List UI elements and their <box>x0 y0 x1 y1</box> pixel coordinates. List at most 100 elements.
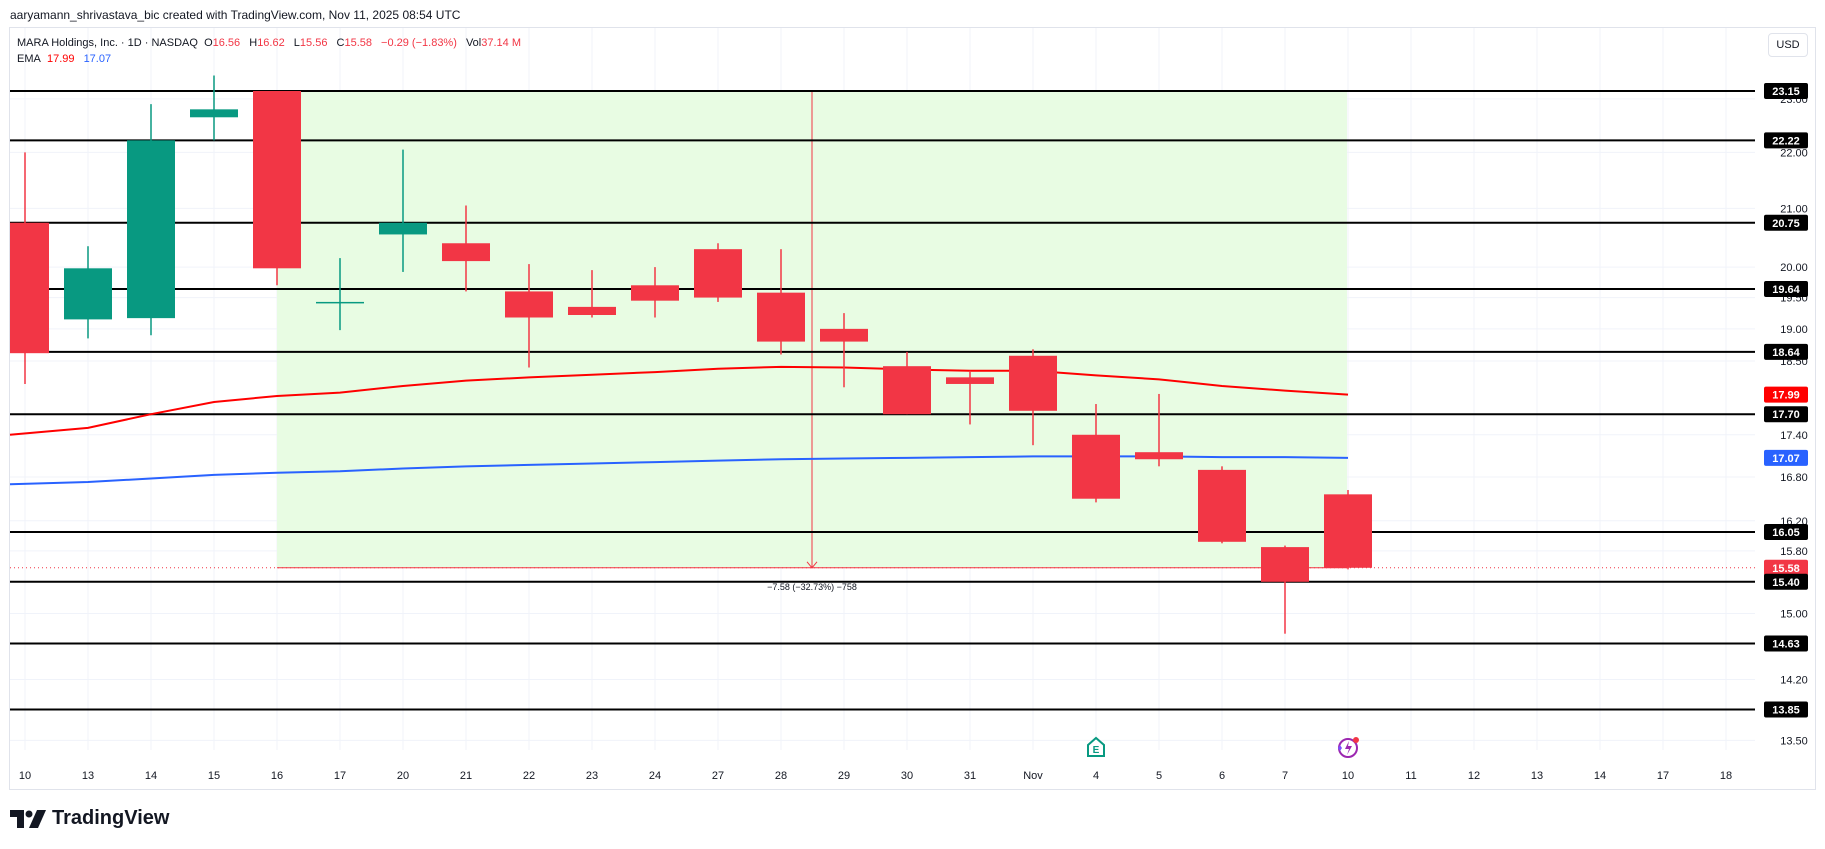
flash-event-icon[interactable] <box>1338 737 1359 758</box>
svg-text:E: E <box>1093 745 1100 756</box>
brand-name: TradingView <box>52 807 170 829</box>
close-value: 15.58 <box>344 37 372 49</box>
price-tag: 14.63 <box>1764 635 1808 652</box>
svg-text:17: 17 <box>1657 770 1669 782</box>
ema-fast-line[interactable] <box>9 365 1349 436</box>
candle[interactable] <box>757 292 805 342</box>
svg-text:15.80: 15.80 <box>1780 546 1808 558</box>
svg-text:15: 15 <box>208 770 220 782</box>
svg-text:15.40: 15.40 <box>1772 577 1800 589</box>
price-tag: 17.70 <box>1764 406 1808 423</box>
chart-credit: aaryamann_shrivastava_bic created with T… <box>10 8 461 22</box>
svg-text:16.05: 16.05 <box>1772 527 1800 539</box>
price-tag: 15.58 <box>1764 559 1808 576</box>
svg-text:23.15: 23.15 <box>1772 86 1800 98</box>
svg-text:22.22: 22.22 <box>1772 135 1800 147</box>
svg-text:17: 17 <box>334 770 346 782</box>
svg-text:20.00: 20.00 <box>1780 262 1808 274</box>
svg-text:17.70: 17.70 <box>1772 409 1800 421</box>
low-value: 15.56 <box>299 37 328 49</box>
svg-text:18.64: 18.64 <box>1772 347 1800 359</box>
svg-text:17.07: 17.07 <box>1772 453 1800 465</box>
svg-text:14: 14 <box>145 770 157 782</box>
svg-text:13: 13 <box>1531 770 1543 782</box>
svg-text:15.58: 15.58 <box>1772 563 1800 575</box>
svg-text:24: 24 <box>649 770 661 782</box>
candle[interactable] <box>820 328 868 342</box>
svg-text:11: 11 <box>1405 770 1416 782</box>
price-tag: 20.75 <box>1764 214 1808 231</box>
svg-text:16: 16 <box>271 770 283 782</box>
open-value: 16.56 <box>212 37 241 49</box>
svg-text:Nov: Nov <box>1023 770 1043 782</box>
ema-slow-line[interactable] <box>9 455 1349 486</box>
svg-text:22: 22 <box>523 770 535 782</box>
candle[interactable] <box>946 377 994 384</box>
svg-text:15.00: 15.00 <box>1780 608 1808 620</box>
price-tag: 17.07 <box>1764 449 1808 466</box>
chart-legend: MARA Holdings, Inc. · 1D · NASDAQ O16.56… <box>17 37 521 65</box>
svg-text:19.00: 19.00 <box>1780 324 1808 336</box>
tradingview-logo[interactable]: TradingView <box>10 807 169 830</box>
candles[interactable] <box>10 75 1372 634</box>
earnings-icon[interactable]: E <box>1087 736 1105 757</box>
svg-text:31: 31 <box>964 770 976 782</box>
svg-text:16.80: 16.80 <box>1780 472 1808 484</box>
price-tag: 22.22 <box>1764 132 1808 149</box>
price-tag: 13.85 <box>1764 701 1808 718</box>
price-range-label: −7.58 (−32.73%) −758 <box>767 582 857 592</box>
price-tag: 18.64 <box>1764 343 1808 360</box>
svg-text:14.63: 14.63 <box>1772 639 1800 651</box>
svg-text:20: 20 <box>397 770 409 782</box>
svg-text:29: 29 <box>838 770 850 782</box>
time-axis[interactable]: 10 13 14 15 16 17 20 21 22 23 24 27 28 29 30 31 Nov 4 5 6 7 1… <box>19 770 1732 782</box>
candle[interactable] <box>64 268 112 320</box>
high-value: 16.62 <box>257 37 285 49</box>
candle[interactable] <box>694 249 742 298</box>
svg-text:30: 30 <box>901 770 913 782</box>
candle[interactable] <box>253 91 301 269</box>
chart-frame <box>9 27 1816 790</box>
candle[interactable] <box>505 291 553 318</box>
svg-text:28: 28 <box>775 770 787 782</box>
svg-text:5: 5 <box>1156 770 1162 782</box>
candle[interactable] <box>631 285 679 301</box>
svg-text:20.75: 20.75 <box>1772 218 1800 230</box>
candle[interactable] <box>1072 434 1120 499</box>
svg-text:12: 12 <box>1468 770 1480 782</box>
svg-text:23: 23 <box>586 770 598 782</box>
svg-text:17.99: 17.99 <box>1772 390 1800 402</box>
candle[interactable] <box>1135 452 1183 460</box>
candle[interactable] <box>190 109 238 118</box>
svg-text:21.00: 21.00 <box>1780 203 1808 215</box>
candle[interactable] <box>316 301 364 304</box>
change-value: −0.29 (−1.83%) <box>381 37 457 49</box>
candle[interactable] <box>442 243 490 262</box>
svg-text:7: 7 <box>1282 770 1288 782</box>
svg-text:14.20: 14.20 <box>1780 674 1808 686</box>
svg-text:13: 13 <box>82 770 94 782</box>
svg-text:13.50: 13.50 <box>1780 735 1808 747</box>
ema-label[interactable]: EMA <box>17 53 41 65</box>
price-tag: 17.99 <box>1764 386 1808 403</box>
candle[interactable] <box>1198 469 1246 542</box>
candle[interactable] <box>127 140 175 319</box>
ema-fast-value: 17.99 <box>46 53 75 65</box>
candle[interactable] <box>379 222 427 235</box>
svg-text:17.40: 17.40 <box>1780 430 1808 442</box>
candle[interactable] <box>1009 355 1057 411</box>
symbol-label[interactable]: MARA Holdings, Inc. · 1D · NASDAQ <box>17 37 198 49</box>
svg-text:18: 18 <box>1720 770 1732 782</box>
price-tag: 19.64 <box>1764 280 1808 297</box>
svg-text:14: 14 <box>1594 770 1606 782</box>
svg-text:6: 6 <box>1219 770 1225 782</box>
candle[interactable] <box>883 366 931 415</box>
volume-value: 37.14 M <box>481 37 521 49</box>
currency-button[interactable]: USD <box>1768 33 1808 57</box>
candle[interactable] <box>568 306 616 315</box>
candle[interactable] <box>1261 547 1309 582</box>
candle[interactable] <box>1324 494 1372 568</box>
svg-text:22.00: 22.00 <box>1780 147 1808 159</box>
candle[interactable] <box>10 222 49 354</box>
